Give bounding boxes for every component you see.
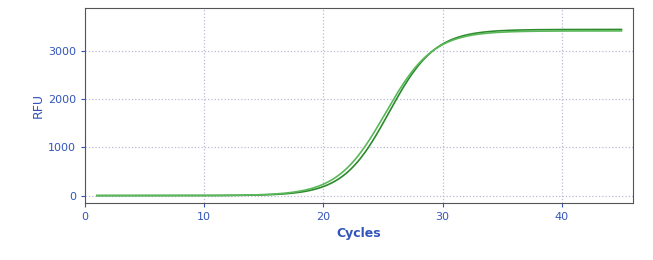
X-axis label: Cycles: Cycles [337, 228, 381, 240]
Y-axis label: RFU: RFU [32, 93, 45, 118]
